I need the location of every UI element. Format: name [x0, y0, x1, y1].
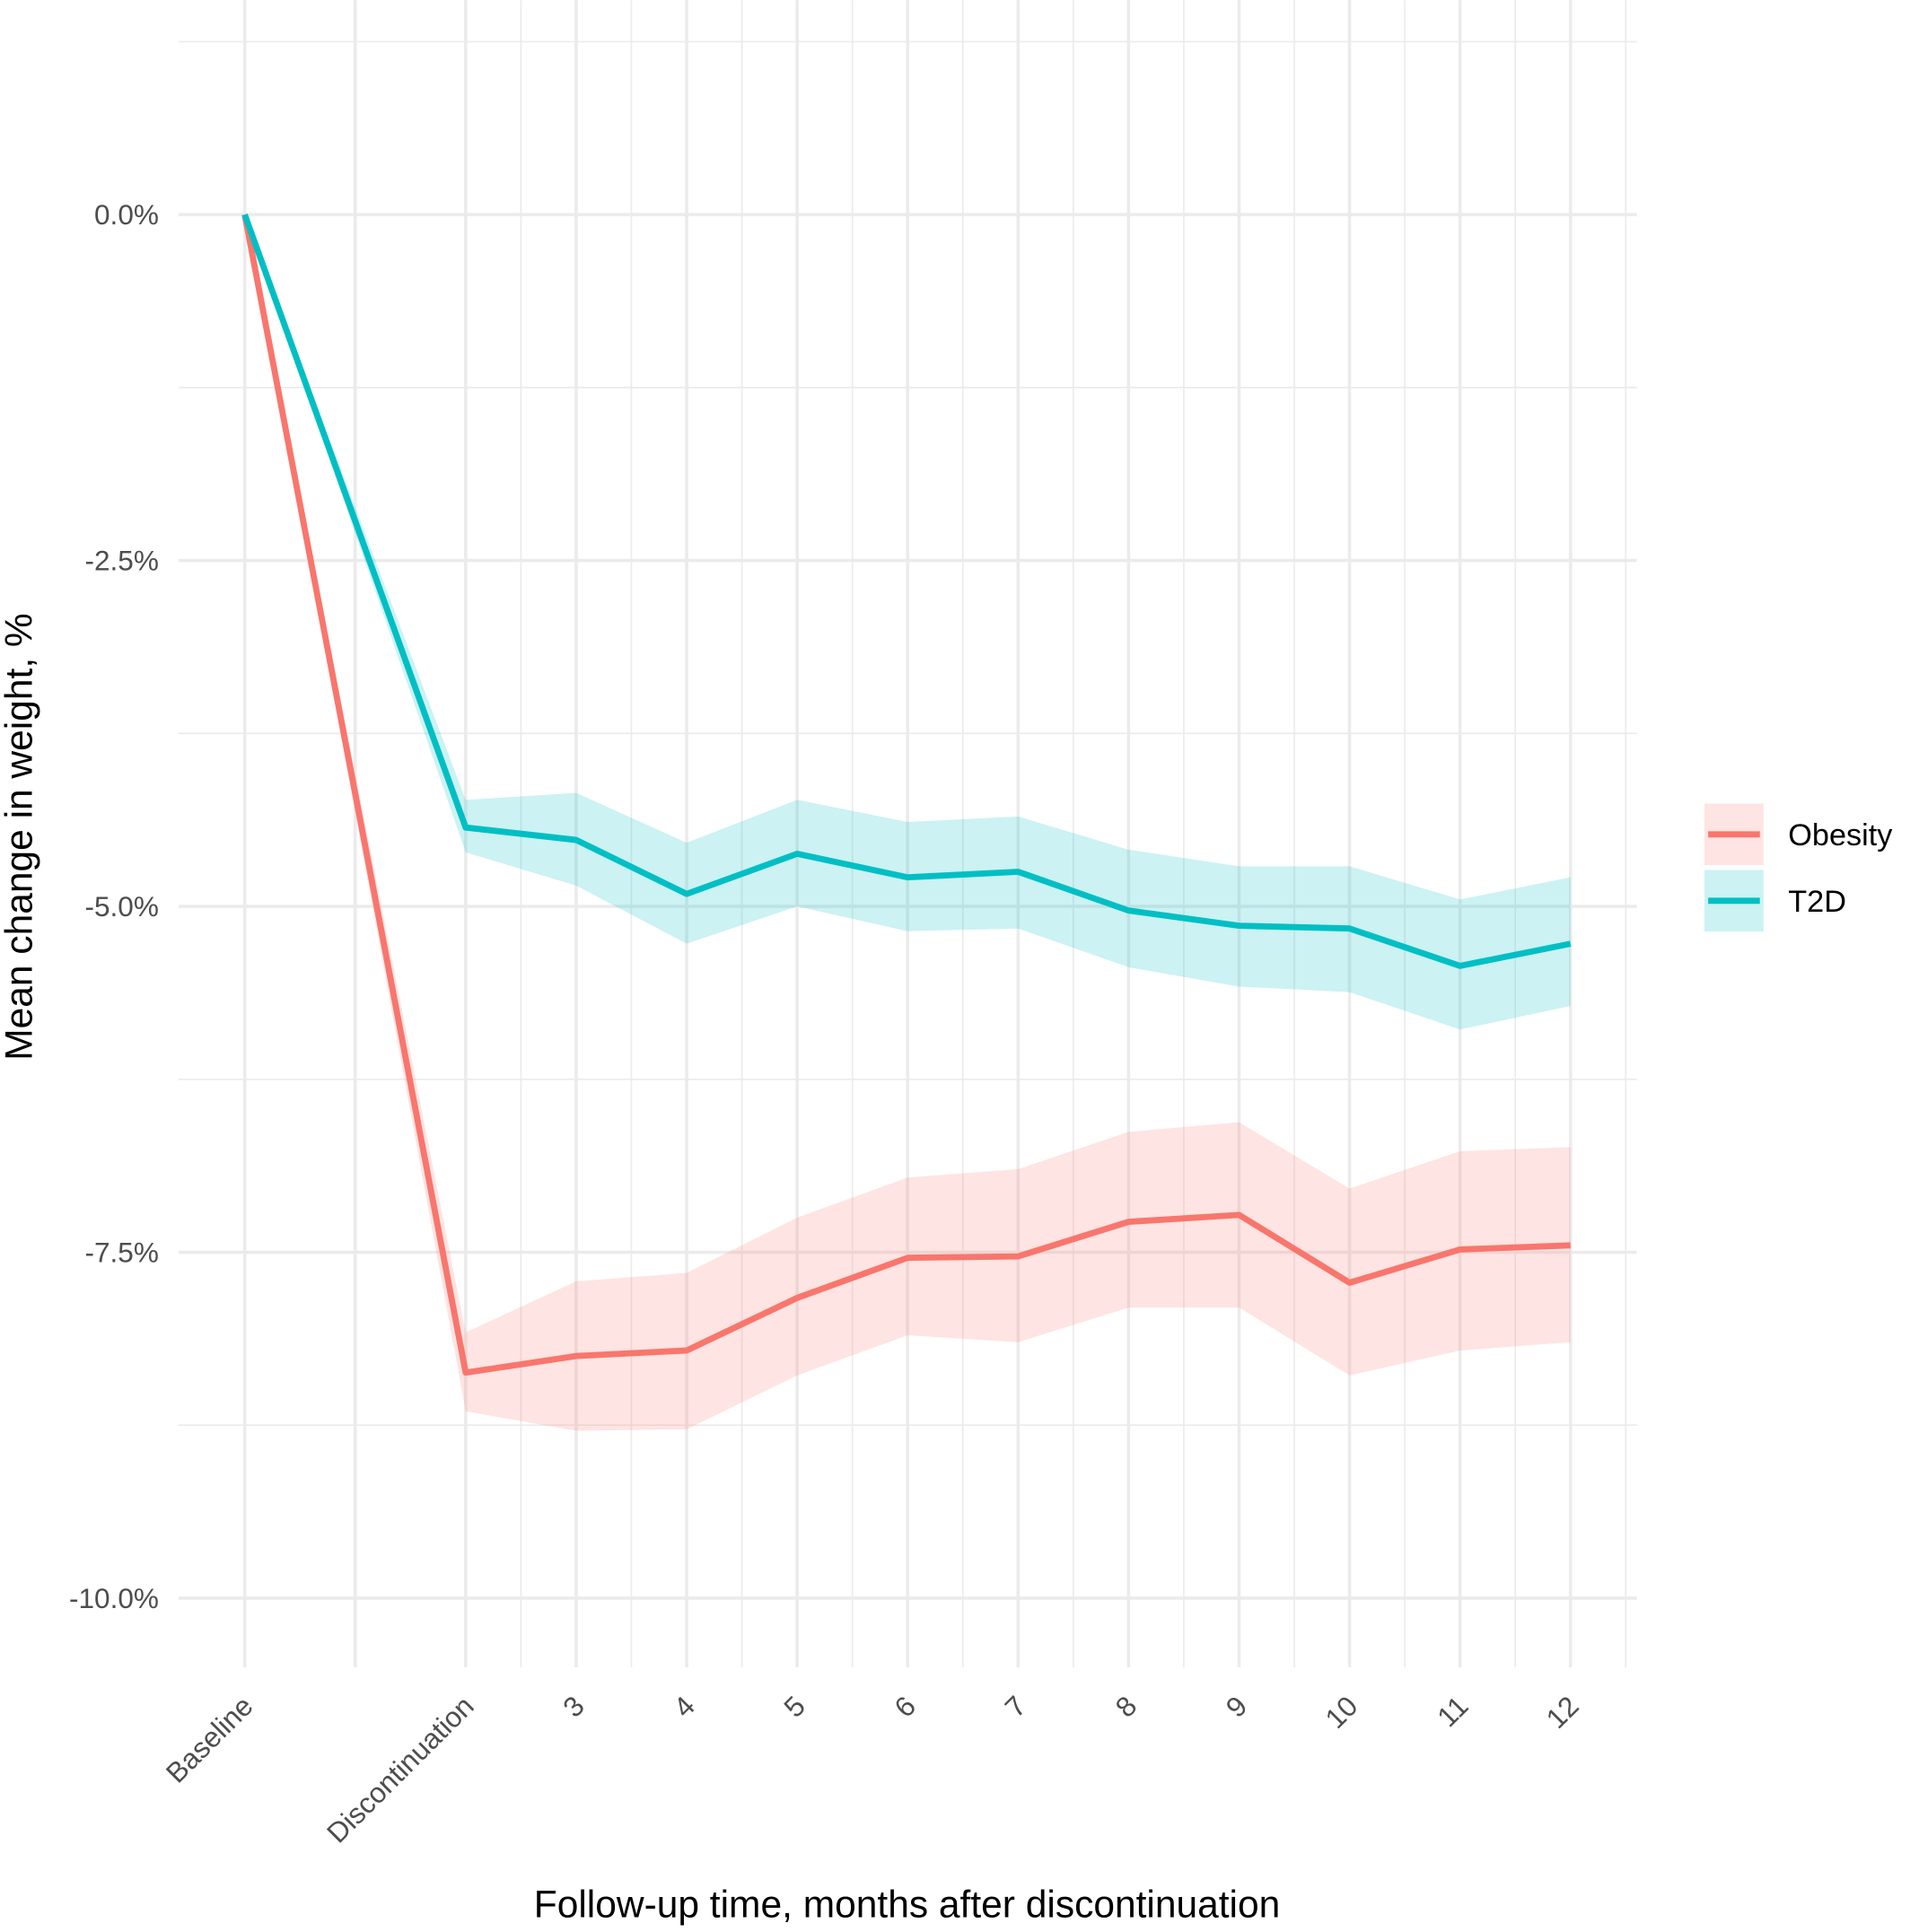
legend: Obesity T2D [1704, 803, 1893, 932]
y-axis-ticks: 0.0% -2.5% -5.0% -7.5% -10.0% [69, 198, 159, 1614]
y-tick-label: -5.0% [85, 890, 159, 922]
y-tick-label: -10.0% [69, 1582, 159, 1614]
legend-item-t2d: T2D [1704, 870, 1846, 932]
x-axis-ticks: Baseline Discontinuation 3 4 5 6 7 8 9 10 11 12 [160, 1690, 1585, 1849]
legend-label: Obesity [1788, 818, 1893, 852]
legend-item-obesity: Obesity [1704, 803, 1893, 866]
x-tick-label: 5 [777, 1690, 811, 1724]
x-tick-label: 10 [1319, 1690, 1363, 1735]
confidence-bands [244, 214, 1571, 1431]
series-line-t2d [241, 213, 1572, 969]
x-axis-title: Follow-up time, months after discontinua… [534, 1884, 1281, 1926]
x-tick-label: 8 [1108, 1690, 1143, 1724]
x-tick-label: 3 [556, 1690, 591, 1724]
y-tick-label: -7.5% [85, 1236, 159, 1268]
y-tick-label: 0.0% [94, 198, 159, 231]
x-tick-label: 6 [888, 1690, 922, 1724]
y-tick-label: -2.5% [85, 545, 159, 577]
x-tick-label: Baseline [160, 1690, 259, 1789]
legend-label: T2D [1788, 885, 1846, 919]
series-line-obesity [241, 214, 1571, 1377]
x-tick-label: 9 [1220, 1690, 1254, 1724]
confidence-band-obesity [244, 214, 1571, 1431]
y-axis-title: Mean change in weight, % [0, 613, 41, 1061]
x-tick-label: 7 [998, 1690, 1032, 1724]
x-tick-label: Discontinuation [320, 1690, 480, 1849]
series-lines [241, 213, 1572, 1377]
x-tick-label: 12 [1539, 1690, 1584, 1735]
confidence-band-t2d [244, 214, 1571, 1030]
x-tick-label: 4 [667, 1690, 701, 1724]
grid [178, 0, 1637, 1668]
x-tick-label: 11 [1431, 1690, 1475, 1734]
